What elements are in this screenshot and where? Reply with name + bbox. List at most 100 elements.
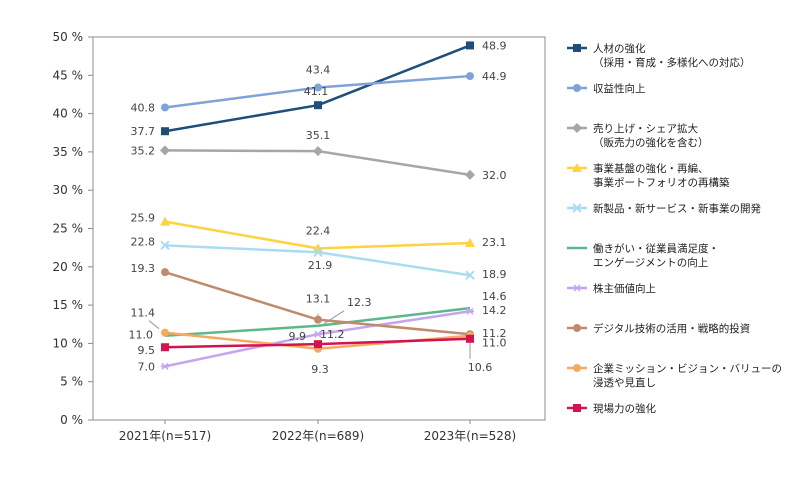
legend-label: （採用・育成・多様化への対応） xyxy=(593,56,751,69)
series-8-point-0 xyxy=(161,328,169,337)
data-label: 40.8 xyxy=(131,101,156,114)
series-9-point-0 xyxy=(161,343,169,352)
data-label: 13.1 xyxy=(306,293,331,306)
legend-swatch-marker xyxy=(572,123,582,133)
y-tick-label: 15 % xyxy=(53,298,84,312)
data-label: 11.0 xyxy=(129,329,154,342)
legend-label: 事業基盤の強化・再編、 xyxy=(593,162,709,175)
x-marker-stroke xyxy=(572,203,582,213)
series-6-point-0 xyxy=(161,362,169,370)
legend-swatch-marker xyxy=(573,324,581,332)
legend-label: 浸透や見直し xyxy=(593,376,656,389)
x-marker-stroke xyxy=(313,247,323,257)
data-label: 32.0 xyxy=(482,169,507,182)
y-tick-label: 45 % xyxy=(53,68,84,82)
star-marker-stroke xyxy=(573,284,581,292)
series-3-point-2 xyxy=(465,238,475,248)
series-2-point-1 xyxy=(313,146,323,157)
data-label: 9.3 xyxy=(311,363,329,376)
data-label: 23.1 xyxy=(482,236,507,249)
legend-swatch-marker xyxy=(572,163,582,172)
axes: 0 % 5 % 10 % 15 % 20 % 25 % 30 % 35 % 40 % 45 % 50… xyxy=(53,30,546,443)
series-9-point-1 xyxy=(314,340,322,349)
series-markers xyxy=(160,41,475,370)
data-label: 37.7 xyxy=(131,125,156,138)
data-label: 11.0 xyxy=(482,337,507,350)
legend-item: 現場力の強化 xyxy=(567,402,656,415)
data-label: 35.2 xyxy=(131,144,156,157)
legend-label: （販売力の強化を含む） xyxy=(593,136,709,149)
data-label: 48.9 xyxy=(482,39,507,52)
legend-label: 人材の強化 xyxy=(593,42,646,55)
series-2-point-0 xyxy=(160,145,170,156)
y-tick-label: 30 % xyxy=(53,183,84,197)
legend-label: 企業ミッション・ビジョン・バリューの xyxy=(593,362,782,375)
data-label: 12.3 xyxy=(347,296,372,309)
series-4-point-1 xyxy=(313,247,323,257)
legend-label: 株主価値向上 xyxy=(593,282,656,295)
x-tick-label: 2023年(n=528) xyxy=(424,429,516,443)
star-marker-stroke xyxy=(314,330,322,338)
data-label: 22.4 xyxy=(306,224,331,237)
series-1-point-2 xyxy=(466,72,474,81)
legend-item: 収益性向上 xyxy=(567,82,646,95)
y-tick-label: 10 % xyxy=(53,336,84,350)
leader-line xyxy=(148,320,160,330)
data-label: 11.2 xyxy=(320,328,345,341)
data-label: 18.9 xyxy=(482,268,507,281)
y-tick-label: 40 % xyxy=(53,107,84,121)
series-6-point-2 xyxy=(466,307,474,315)
series-4-point-0 xyxy=(160,240,170,251)
legend-item: 売り上げ・シェア拡大（販売力の強化を含む） xyxy=(567,122,709,149)
data-label: 7.0 xyxy=(138,360,156,373)
data-label: 43.4 xyxy=(306,64,331,77)
data-label: 9.5 xyxy=(138,344,156,357)
legend-item: 事業基盤の強化・再編、事業ポートフォリオの再構築 xyxy=(567,162,730,189)
series-1-point-0 xyxy=(161,103,169,112)
y-tick-label: 5 % xyxy=(60,375,83,389)
x-marker-stroke xyxy=(465,270,475,280)
series-6-point-1 xyxy=(314,330,322,338)
data-label: 21.9 xyxy=(308,259,333,272)
series-7-point-0 xyxy=(161,268,169,277)
series-0-point-1 xyxy=(314,101,322,110)
legend-label: 働きがい・従業員満足度・ xyxy=(593,242,719,255)
series-4-point-2 xyxy=(465,270,475,280)
series-2-point-2 xyxy=(465,169,475,180)
legend-item: デジタル技術の活用・戦略的投資 xyxy=(567,322,750,335)
legend-swatch-marker xyxy=(573,364,581,372)
data-label: 14.6 xyxy=(482,290,507,303)
legend-label: エンゲージメントの向上 xyxy=(593,256,708,269)
data-labels: 37.7 41.1 48.9 40.8 43.4 44.9 35.2 35.1 32.0 25.9… xyxy=(129,39,507,375)
legend-label: 収益性向上 xyxy=(593,82,646,95)
legend-swatch-marker xyxy=(573,404,581,412)
x-tick-label: 2022年(n=689) xyxy=(272,429,364,443)
legend-label: 売り上げ・シェア拡大 xyxy=(593,122,698,135)
legend-label: 新製品・新サービス・新事業の開発 xyxy=(593,202,761,215)
legend-swatch-marker xyxy=(573,284,581,292)
legend-swatch-marker xyxy=(572,203,582,213)
y-tick-label: 50 % xyxy=(53,30,84,44)
data-label: 19.3 xyxy=(131,262,156,275)
y-tick-label: 35 % xyxy=(53,145,84,159)
data-label: 41.1 xyxy=(304,85,329,98)
star-marker-stroke xyxy=(161,362,169,370)
legend-item: 働きがい・従業員満足度・エンゲージメントの向上 xyxy=(567,242,719,269)
series-1-point-1 xyxy=(314,83,322,92)
data-label: 44.9 xyxy=(482,70,507,83)
y-tick-label: 0 % xyxy=(60,413,83,427)
data-label: 25.9 xyxy=(131,212,156,225)
x-tick-label: 2021年(n=517) xyxy=(119,429,211,443)
legend-label: 現場力の強化 xyxy=(593,402,656,415)
star-marker-stroke xyxy=(466,307,474,315)
data-label: 14.2 xyxy=(482,304,507,317)
y-tick-label: 20 % xyxy=(53,260,84,274)
series-0-point-0 xyxy=(161,127,169,136)
data-label: 11.4 xyxy=(131,307,156,320)
data-label: 11.2 xyxy=(482,327,507,340)
series-3-point-0 xyxy=(160,216,170,226)
series-0-point-2 xyxy=(466,41,474,50)
